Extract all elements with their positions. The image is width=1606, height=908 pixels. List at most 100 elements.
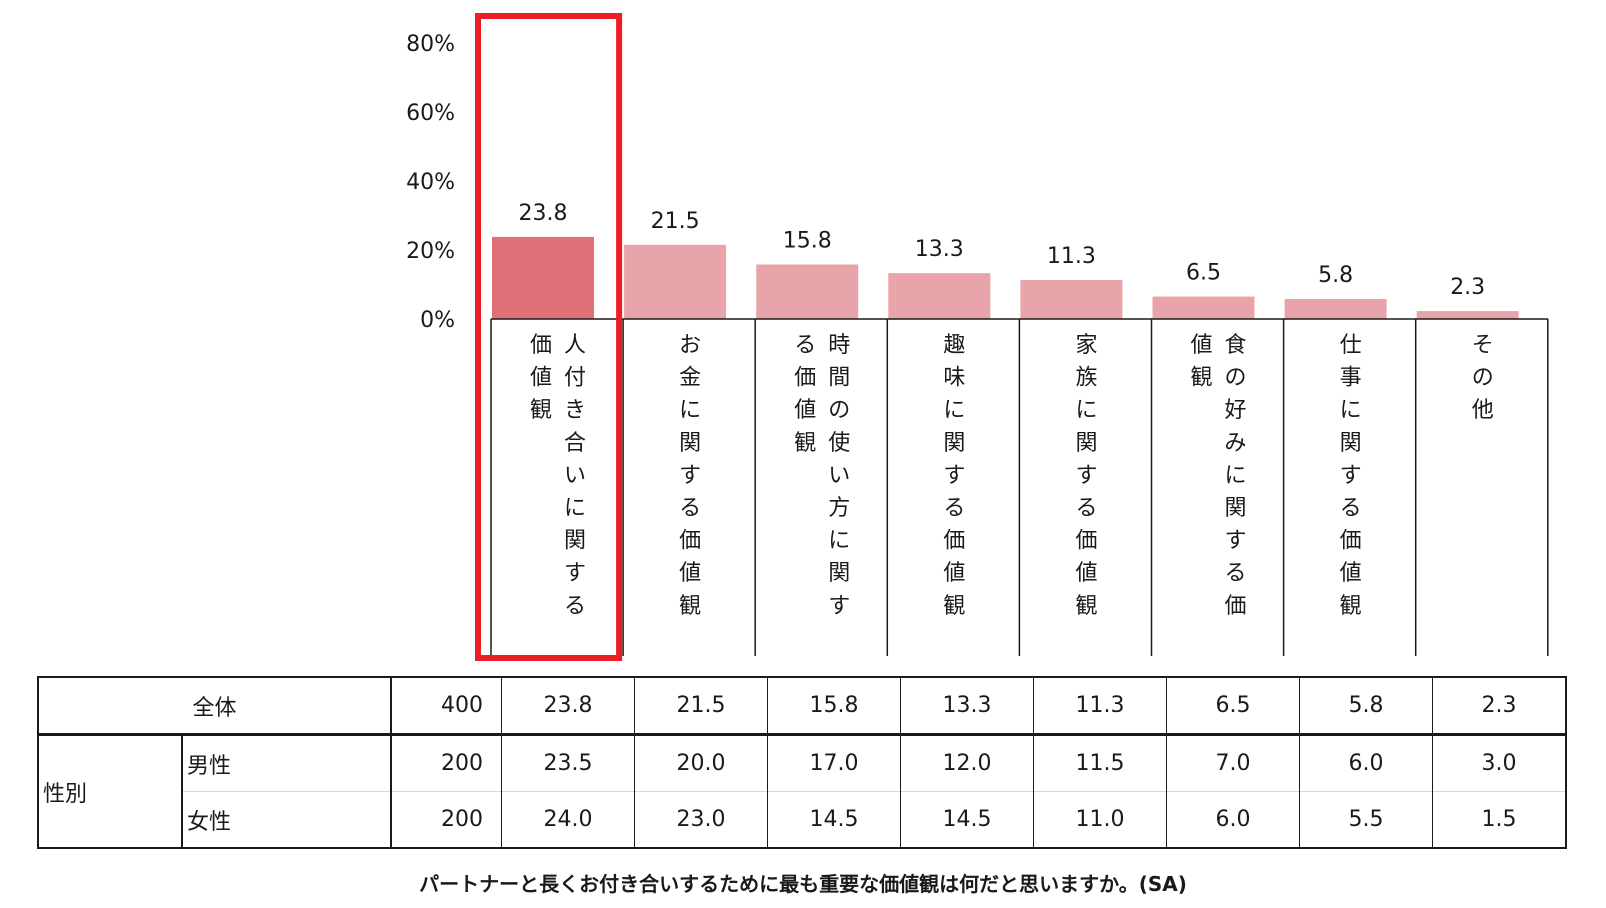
category-char: 値 bbox=[1191, 333, 1213, 358]
category-char: 観 bbox=[943, 594, 965, 619]
category-char: 観 bbox=[530, 398, 552, 423]
category-char: に bbox=[564, 496, 586, 521]
row-value: 23.0 bbox=[634, 791, 768, 848]
category-char: 付 bbox=[564, 366, 586, 391]
category-char: の bbox=[1225, 366, 1247, 391]
row-value: 1.5 bbox=[1432, 791, 1567, 848]
category-label: その他 bbox=[1472, 333, 1494, 423]
bar-chart: 0% 20% 40% 60% 80% 23.8 21.5 15.8 13.3 11.3 6.5 5.… bbox=[406, 13, 1549, 661]
category-char: 趣 bbox=[943, 333, 965, 358]
y-tick-label: 20% bbox=[406, 239, 455, 264]
row-value: 11.5 bbox=[1033, 734, 1167, 792]
bar bbox=[1416, 311, 1519, 319]
category-char: に bbox=[943, 398, 965, 423]
category-char: 観 bbox=[1191, 366, 1213, 391]
total-value: 15.8 bbox=[767, 677, 901, 735]
category-char: 使 bbox=[828, 431, 850, 456]
category-char: に bbox=[1340, 398, 1362, 423]
category-char: 値 bbox=[1340, 561, 1362, 586]
row-value: 3.0 bbox=[1432, 734, 1567, 792]
category-char: 間 bbox=[828, 366, 850, 391]
row-label: 女性 bbox=[182, 791, 392, 848]
bar bbox=[624, 244, 727, 319]
row-n: 200 bbox=[441, 751, 483, 776]
category-char: 観 bbox=[1075, 594, 1097, 619]
category-char: る bbox=[1075, 496, 1097, 521]
bar bbox=[1152, 296, 1255, 319]
category-char: に bbox=[1075, 398, 1097, 423]
row-value: 6.0 bbox=[1299, 734, 1433, 792]
category-char: に bbox=[679, 398, 701, 423]
category-char: す bbox=[679, 463, 701, 488]
row-value: 5.5 bbox=[1299, 791, 1433, 848]
category-char: 時 bbox=[828, 333, 850, 358]
category-char: 価 bbox=[530, 333, 552, 358]
category-char: に bbox=[1225, 463, 1247, 488]
category-char: 人 bbox=[564, 333, 586, 358]
data-label: 5.8 bbox=[1318, 263, 1353, 288]
bar bbox=[492, 236, 594, 319]
category-char: 価 bbox=[1340, 529, 1362, 554]
bar bbox=[888, 273, 991, 319]
category-char: 価 bbox=[1075, 529, 1097, 554]
data-label: 13.3 bbox=[915, 237, 964, 262]
category-char: る bbox=[1340, 496, 1362, 521]
row-value: 23.5 bbox=[501, 734, 635, 792]
chart-caption: パートナーと長くお付き合いするために最も重要な価値観は何だと思いますか。(SA) bbox=[419, 872, 1187, 896]
row-value: 17.0 bbox=[767, 734, 901, 792]
category-char: る bbox=[943, 496, 965, 521]
category-char: 合 bbox=[564, 431, 586, 456]
total-n: 400 bbox=[441, 693, 483, 718]
data-label: 2.3 bbox=[1450, 275, 1485, 300]
category-char: 価 bbox=[1225, 594, 1247, 619]
total-value: 11.3 bbox=[1033, 677, 1167, 735]
bar bbox=[756, 264, 859, 319]
category-char: 価 bbox=[794, 366, 816, 391]
total-value: 6.5 bbox=[1166, 677, 1300, 735]
category-char: 関 bbox=[1075, 431, 1097, 456]
category-char: 値 bbox=[530, 366, 552, 391]
group-label: 性別 bbox=[37, 734, 183, 849]
row-value: 24.0 bbox=[501, 791, 635, 848]
data-label: 15.8 bbox=[783, 228, 832, 253]
y-tick-label: 0% bbox=[420, 308, 455, 333]
total-value: 21.5 bbox=[634, 677, 768, 735]
total-value: 23.8 bbox=[501, 677, 635, 735]
row-value: 14.5 bbox=[767, 791, 901, 848]
row-value: 14.5 bbox=[900, 791, 1034, 848]
category-char: る bbox=[794, 333, 816, 358]
category-char: 観 bbox=[1340, 594, 1362, 619]
female-row: 女性 200 24.0 23.0 14.5 14.5 11.0 6.0 5.5 … bbox=[38, 791, 1567, 848]
category-char: 他 bbox=[1472, 398, 1494, 423]
category-char: 味 bbox=[943, 366, 965, 391]
y-tick-label: 80% bbox=[406, 32, 455, 57]
category-char: に bbox=[828, 529, 850, 554]
category-char: 関 bbox=[828, 561, 850, 586]
total-value: 2.3 bbox=[1432, 677, 1567, 735]
category-char: 値 bbox=[679, 561, 701, 586]
row-value: 7.0 bbox=[1166, 734, 1300, 792]
category-char: き bbox=[564, 398, 586, 423]
row-value: 20.0 bbox=[634, 734, 768, 792]
total-row: 全体 400 23.8 21.5 15.8 13.3 11.3 6.5 5.8 … bbox=[37, 677, 1567, 735]
category-char: い bbox=[564, 463, 586, 488]
category-char: 金 bbox=[679, 366, 701, 391]
category-char: す bbox=[1075, 463, 1097, 488]
category-char: す bbox=[1340, 463, 1362, 488]
row-label: 男性 bbox=[182, 734, 392, 792]
data-label: 11.3 bbox=[1047, 244, 1096, 269]
category-char: 観 bbox=[794, 431, 816, 456]
bar bbox=[1284, 298, 1387, 319]
category-char: 事 bbox=[1340, 366, 1362, 391]
row-value: 6.0 bbox=[1166, 791, 1300, 848]
category-char: 家 bbox=[1075, 333, 1097, 358]
category-char: す bbox=[828, 594, 850, 619]
category-char: い bbox=[828, 463, 850, 488]
category-char: 方 bbox=[828, 496, 850, 521]
category-char: 好 bbox=[1225, 398, 1247, 423]
